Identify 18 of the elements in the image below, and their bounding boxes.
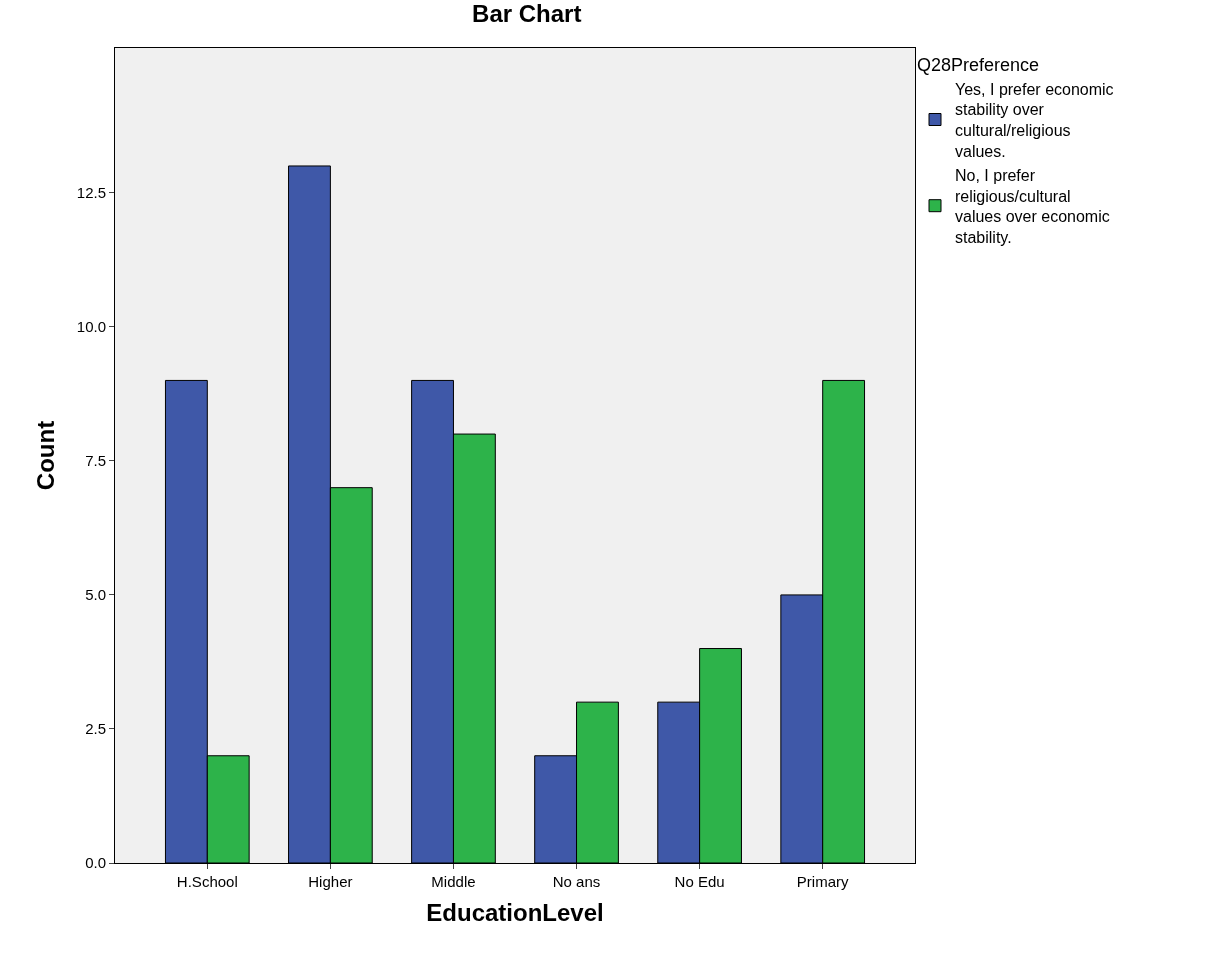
y-axis-title: Count [31,420,59,491]
y-tick-label: 10.0 [76,318,106,336]
x-tick-label: H.School [176,873,238,890]
legend-title: Q28Preference [917,55,1040,76]
x-tick-label: Primary [796,873,850,890]
x-tick-label: No Edu [674,873,725,890]
legend-label: Yes, I prefer economic stability over cultural/religious values. [955,80,1114,160]
y-tick-label: 7.5 [85,452,106,470]
y-tick-label: 2.5 [85,720,106,738]
y-tick-label: 5.0 [85,586,106,604]
y-tick-label: 12.5 [76,184,106,202]
x-axis-title: EducationLevel [426,899,604,927]
x-tick-label: Higher [308,873,353,890]
legend-label: No, I prefer religious/cultural values over economic stability. [955,166,1110,247]
x-tick-label: Middle [431,873,476,890]
chart-title: Bar Chart [472,0,582,27]
y-tick-label: 0.0 [85,854,106,872]
x-tick-label: No ans [552,873,601,890]
